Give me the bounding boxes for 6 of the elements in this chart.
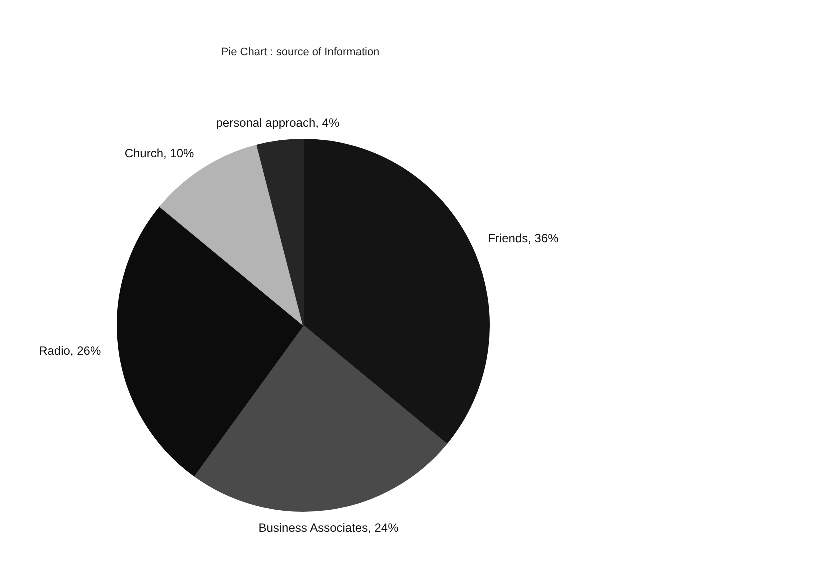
slice-label: Radio, 26%	[39, 344, 102, 358]
slice-label: Church, 10%	[124, 146, 195, 160]
slice-label: personal approach, 4%	[216, 116, 340, 130]
slice-label: Business Associates, 24%	[258, 520, 400, 535]
chart-title: Pie Chart : source of Information	[221, 46, 380, 58]
slice-label: Friends, 36%	[488, 232, 560, 246]
